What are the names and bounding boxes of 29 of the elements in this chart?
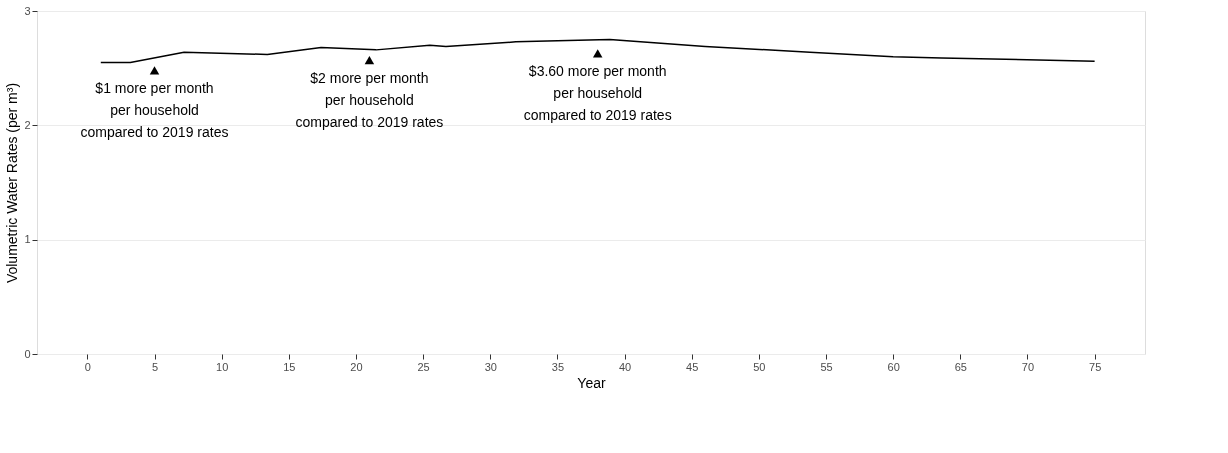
x-tick-label: 15 <box>283 360 296 373</box>
x-tick-label: 30 <box>484 360 497 373</box>
x-tick-label: 0 <box>84 360 91 373</box>
x-tick-label: 10 <box>216 360 229 373</box>
point <box>149 66 160 75</box>
x-tick-label: 25 <box>417 360 430 373</box>
point <box>592 49 603 58</box>
y-tick-label: 3 <box>24 4 31 17</box>
x-tick-label: 40 <box>618 360 632 373</box>
x-tick-label: 35 <box>551 360 565 373</box>
y-axis-title: Volumetric Water Rates (per m³) <box>4 82 21 284</box>
point <box>364 56 375 65</box>
x-tick-label: 60 <box>887 360 900 373</box>
y-tick-label: 0 <box>24 347 31 360</box>
x-tick-label: 20 <box>350 360 363 373</box>
x-axis-title: Year <box>577 374 606 391</box>
y-tick-label: 1 <box>24 233 31 246</box>
x-tick-label: 70 <box>1021 360 1035 373</box>
x-tick-label: 5 <box>151 360 159 373</box>
annotation: $1 more per month per household compared to 2019 rates <box>80 80 229 141</box>
annotation: $3.60 more per month per household compared to 2019 rates <box>523 63 672 124</box>
line-series <box>100 38 1096 64</box>
x-tick-label: 65 <box>954 360 967 373</box>
x-tick-label: 75 <box>1089 360 1102 373</box>
x-tick-label: 55 <box>820 360 833 373</box>
x-tick-label: 50 <box>753 360 766 373</box>
y-tick-label: 2 <box>24 118 31 131</box>
x-tick-label: 45 <box>686 360 699 373</box>
annotation: $2 more per month per household compared to 2019 rates <box>295 70 444 131</box>
